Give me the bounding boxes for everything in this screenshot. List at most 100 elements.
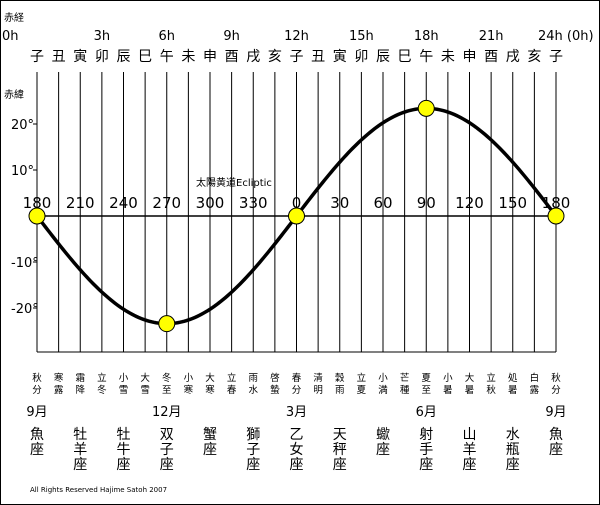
solar-term-char: 秋	[32, 372, 42, 384]
branch-label: 申	[203, 49, 217, 65]
branch-label: 午	[419, 49, 433, 65]
solar-term-char: 芒	[400, 372, 410, 384]
solar-term-char: 清	[313, 372, 323, 384]
branch-label: 未	[441, 49, 455, 65]
longitude-label: 180	[23, 194, 52, 212]
ecliptic-label: 太陽黄道Ecliptic	[196, 176, 272, 189]
solar-term-char: 雨	[335, 385, 345, 396]
longitude-label: 30	[330, 194, 349, 212]
branch-label: 戌	[506, 49, 520, 65]
branch-label: 酉	[484, 49, 498, 65]
constellation-char: 座	[290, 457, 304, 473]
longitude-label: 240	[109, 194, 138, 212]
branch-label: 午	[160, 49, 174, 65]
solar-term-char: 白	[530, 372, 540, 384]
ra-hour-label: 6h	[158, 29, 175, 44]
ra-hour-label: 21h	[479, 29, 504, 44]
branch-label: 卯	[95, 49, 109, 65]
solar-term-char: 秋	[486, 384, 496, 396]
solar-term-char: 種	[400, 385, 410, 396]
branch-label: 酉	[225, 49, 239, 65]
dec-axis-label: 赤緯	[4, 88, 24, 101]
constellation-char: 子	[160, 442, 174, 458]
constellation-char: 座	[463, 457, 477, 473]
branch-label: 卯	[354, 49, 368, 65]
branch-label: 未	[181, 49, 195, 65]
branch-label: 子	[549, 49, 563, 65]
constellation-char: 秤	[333, 442, 347, 458]
longitude-label: 210	[66, 194, 95, 212]
dec-tick-label: -20°	[11, 302, 39, 317]
constellation-char: 座	[506, 457, 520, 473]
solar-term-char: 大	[465, 372, 475, 384]
constellation-char: 獅	[246, 427, 260, 443]
longitude-label: 270	[152, 194, 181, 212]
constellation-char: 座	[30, 442, 44, 458]
solar-term-char: 暑	[508, 385, 518, 396]
solar-term-char: 至	[162, 385, 172, 396]
ra-hour-label: 24h (0h)	[538, 29, 594, 44]
solar-term-char: 小	[119, 373, 129, 384]
solar-term-char: 霜	[75, 373, 85, 384]
sun-marker	[417, 99, 435, 117]
solar-term-char: 雪	[119, 385, 129, 396]
sun-marker	[288, 207, 305, 225]
dec-tick-label: -10°	[11, 256, 39, 271]
dec-tick-label: 10°	[11, 164, 34, 179]
solar-term-char: 明	[313, 385, 323, 396]
constellation-char: 座	[117, 457, 131, 473]
constellation-char: 子	[246, 442, 260, 458]
dec-tick-label: 20°	[11, 118, 34, 133]
solar-term-char: 夏	[421, 373, 431, 384]
month-label: 9月	[26, 405, 47, 420]
constellation-char: 羊	[463, 442, 477, 458]
solar-term-char: 大	[140, 372, 150, 384]
branch-label: 丑	[52, 49, 66, 65]
constellation-char: 魚	[30, 427, 44, 443]
solar-term-char: 立	[486, 372, 496, 384]
solar-term-char: 水	[248, 384, 258, 396]
longitude-label: 0	[292, 194, 302, 212]
solar-term-char: 満	[378, 385, 388, 396]
solar-term-char: 分	[292, 385, 302, 396]
constellation-char: 牡	[73, 427, 87, 443]
solar-term-char: 啓	[270, 372, 280, 384]
ra-hour-label: 15h	[349, 29, 374, 44]
sun-marker	[547, 207, 565, 225]
solar-term-char: 雨	[248, 373, 258, 384]
solar-term-char: 寒	[184, 384, 194, 396]
longitude-label: 120	[455, 194, 484, 212]
solar-term-char: 分	[32, 385, 42, 396]
solar-term-char: 小	[443, 373, 453, 384]
solar-term-char: 暑	[443, 385, 453, 396]
branch-label: 巳	[138, 49, 152, 65]
solar-term-char: 小	[378, 373, 388, 384]
copyright-text: All Rights Reserved Hajime Satoh 2007	[30, 486, 167, 494]
solar-term-char: 小	[184, 373, 194, 384]
solar-term-char: 分	[551, 385, 561, 396]
branch-label: 子	[30, 49, 44, 65]
constellation-char: 手	[419, 442, 433, 458]
constellation-char: 座	[160, 457, 174, 473]
solar-term-char: 寒	[205, 384, 215, 396]
constellation-char: 瓶	[506, 442, 520, 458]
branch-label: 辰	[376, 49, 390, 65]
branch-label: 丑	[311, 49, 325, 65]
ra-hour-label: 9h	[223, 29, 240, 44]
longitude-label: 90	[417, 194, 436, 212]
branch-label: 辰	[117, 49, 131, 65]
constellation-char: 山	[463, 427, 477, 443]
ra-hour-label: 0h	[2, 29, 19, 44]
branch-label: 子	[290, 49, 304, 65]
solar-term-char: 雪	[140, 385, 150, 396]
longitude-label: 330	[239, 194, 268, 212]
constellation-char: 座	[246, 457, 260, 473]
branch-label: 亥	[268, 49, 282, 65]
solar-term-char: 夏	[357, 385, 367, 396]
longitude-label: 60	[373, 194, 392, 212]
constellation-char: 牛	[117, 442, 131, 458]
constellation-char: 座	[549, 442, 563, 458]
branch-label: 寅	[73, 48, 87, 65]
branch-label: 戌	[246, 49, 260, 65]
constellation-char: 牡	[117, 427, 131, 443]
